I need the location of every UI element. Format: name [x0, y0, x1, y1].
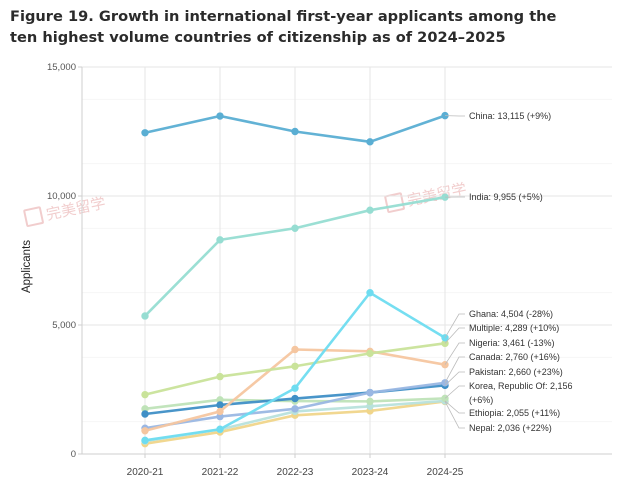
leader-line-multiple: [444, 327, 465, 344]
leader-line-pakistan: [444, 371, 465, 386]
data-point-multiple: [291, 362, 299, 370]
data-point-multiple: [366, 349, 374, 358]
data-point-india: [216, 236, 224, 244]
leader-line-ethiopia: [444, 400, 465, 414]
y-tick-label: 10,000: [47, 191, 76, 202]
y-tick-label: 0: [71, 449, 76, 460]
x-tick-label: 2020-21: [127, 467, 164, 478]
data-point-china: [366, 138, 374, 146]
x-tick-label: 2023-24: [352, 467, 389, 478]
y-axis-title: Applicants: [21, 240, 33, 293]
data-point-china: [216, 112, 224, 120]
end-label-multiple: Multiple: 4,289 (+10%): [469, 323, 559, 333]
y-tick-label: 15,000: [47, 62, 76, 73]
end-label-ghana: Ghana: 4,504 (-28%): [469, 309, 553, 319]
data-point-pakistan: [216, 401, 224, 409]
y-tick-label: 5,000: [52, 320, 76, 331]
data-point-india: [366, 206, 374, 214]
leader-line-nepal: [444, 401, 465, 429]
data-point-nigeria: [291, 345, 299, 354]
leader-line-ghana: [444, 313, 465, 338]
data-point-canada: [366, 388, 374, 397]
end-label-china: China: 13,115 (+9%): [469, 111, 551, 121]
end-label-korea-republic-of: Korea, Republic Of: 2,156: [469, 381, 573, 391]
x-tick-label: 2022-23: [277, 467, 314, 478]
data-point-ghana: [216, 425, 224, 433]
data-point-multiple: [216, 372, 224, 381]
chart-title: Figure 19. Growth in international first…: [10, 8, 557, 46]
data-point-ghana: [141, 436, 149, 445]
end-label-canada: Canada: 2,760 (+16%): [469, 352, 560, 362]
x-tick-label: 2021-22: [202, 467, 239, 478]
leader-line-korea-republic-of: [444, 385, 465, 399]
leader-line-canada: [444, 356, 465, 383]
end-label-ethiopia: Ethiopia: 2,055 (+11%): [469, 408, 560, 418]
data-point-china: [141, 129, 149, 137]
data-point-korea-republic-of: [366, 397, 374, 406]
data-point-ghana: [291, 384, 299, 392]
data-point-pakistan: [291, 394, 299, 403]
data-point-nigeria: [141, 427, 149, 435]
end-label-nigeria: Nigeria: 3,461 (-13%): [469, 338, 555, 348]
end-label-korea-republic-of-line2: (+6%): [469, 395, 493, 405]
data-point-nigeria: [216, 407, 224, 416]
end-label-pakistan: Pakistan: 2,660 (+23%): [469, 367, 563, 377]
x-tick-label: 2024-25: [427, 467, 464, 478]
data-point-ghana: [366, 289, 374, 297]
data-point-india: [141, 312, 149, 320]
end-label-india: India: 9,955 (+5%): [469, 192, 543, 202]
data-point-pakistan: [141, 410, 149, 418]
data-point-india: [291, 224, 299, 232]
data-point-china: [291, 127, 299, 136]
leader-line-nigeria: [444, 342, 465, 365]
data-point-multiple: [141, 390, 149, 399]
data-point-canada: [291, 405, 299, 413]
end-label-nepal: Nepal: 2,036 (+22%): [469, 423, 552, 433]
